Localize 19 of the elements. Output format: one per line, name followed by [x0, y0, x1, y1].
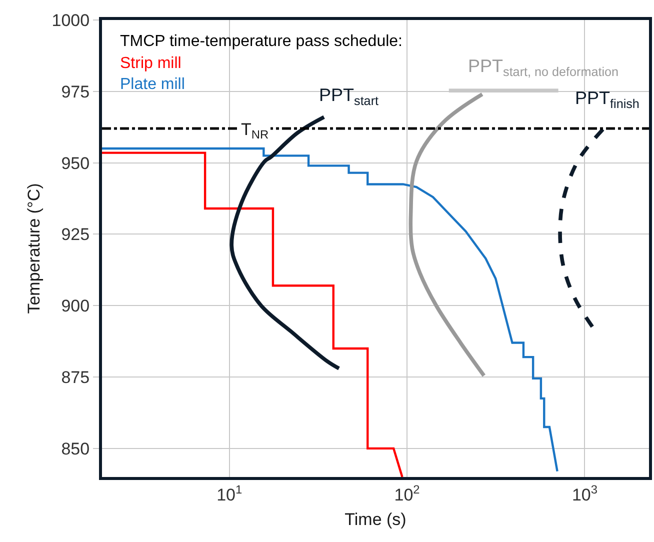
y-tick-label: 850 [61, 439, 90, 458]
y-tick-label: 975 [61, 82, 90, 102]
series-label: PPT$_{start, no deformation}$ [468, 56, 619, 79]
y-tick-label: 900 [61, 296, 90, 316]
x-tick-label: 10$^{3}$ [572, 482, 598, 504]
y-tick-label: 950 [61, 154, 90, 173]
series-label: PPT$_{start}$ [319, 85, 380, 108]
legend-title: TMCP time-temperature pass schedule: [120, 33, 402, 50]
x-axis-title: Time (s) [344, 510, 406, 529]
text: Plate mill [120, 76, 185, 93]
y-tick-label: 875 [61, 368, 90, 387]
y-axis-title: Temperature (°C) [24, 183, 44, 314]
y-tick-label: 925 [61, 225, 90, 244]
y-tick-label: 1000 [52, 10, 90, 30]
series-label: PPT$_{finish}$ [575, 88, 640, 111]
x-tick-label: 10$^{2}$ [394, 482, 420, 504]
x-tick-label: 10$^{1}$ [216, 482, 242, 504]
ref-line-label: T$_{NR}$ [241, 120, 269, 142]
text: Strip mill [120, 55, 182, 72]
